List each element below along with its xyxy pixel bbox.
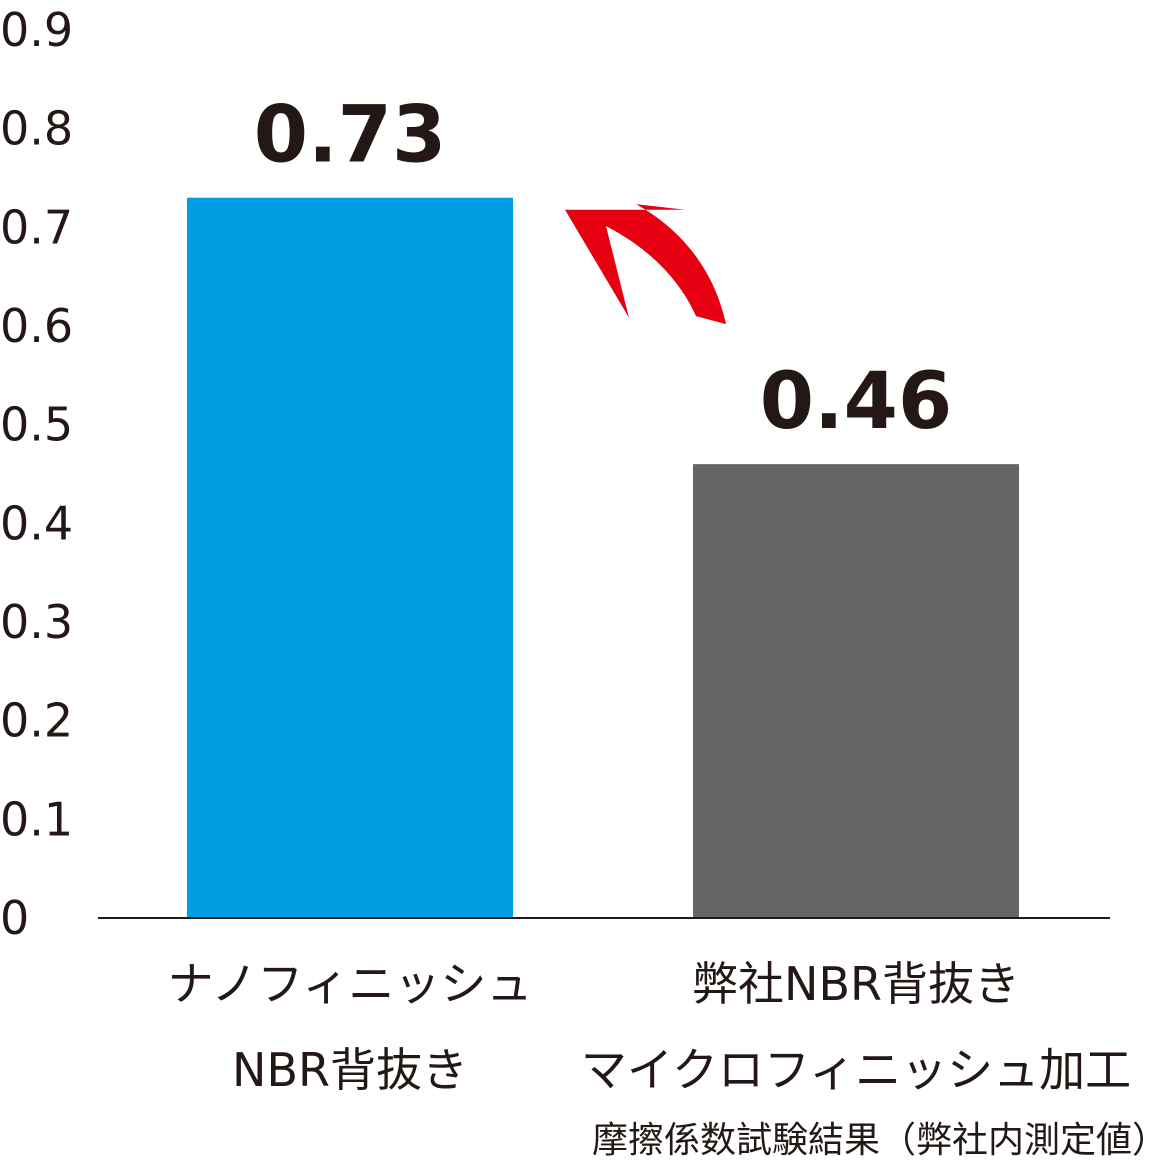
chart-caption: 摩擦係数試験結果（弊社内測定値） bbox=[592, 1120, 1168, 1161]
category-label: マイクロフィニッシュ加工 bbox=[581, 1043, 1131, 1097]
bar bbox=[693, 464, 1019, 918]
y-tick-label: 0.9 bbox=[0, 3, 73, 57]
y-tick-label: 0.8 bbox=[0, 102, 73, 156]
y-tick-label: 0.5 bbox=[0, 398, 73, 452]
bars bbox=[187, 197, 1019, 918]
category-label: 弊社NBR背抜き bbox=[692, 957, 1020, 1011]
bar-value-label: 0.73 bbox=[254, 91, 446, 181]
comparison-arrow bbox=[565, 204, 726, 325]
bar-value-label: 0.46 bbox=[760, 357, 952, 447]
data-labels: 0.73 0.46 bbox=[254, 91, 952, 447]
y-tick-label: 0.3 bbox=[0, 595, 73, 649]
y-tick-label: 0.4 bbox=[0, 496, 73, 550]
y-tick-label: 0.2 bbox=[0, 694, 73, 748]
y-axis-ticks: 0 0.1 0.2 0.3 0.4 0.5 0.6 0.7 0.8 0.9 bbox=[0, 3, 73, 945]
bar bbox=[187, 197, 513, 918]
category-label: NBR背抜き bbox=[232, 1043, 468, 1097]
y-tick-label: 0.1 bbox=[0, 792, 73, 846]
y-tick-label: 0 bbox=[0, 891, 29, 945]
y-tick-label: 0.7 bbox=[0, 200, 73, 254]
category-label: ナノフィニッシュ bbox=[168, 957, 533, 1011]
y-tick-label: 0.6 bbox=[0, 299, 73, 353]
